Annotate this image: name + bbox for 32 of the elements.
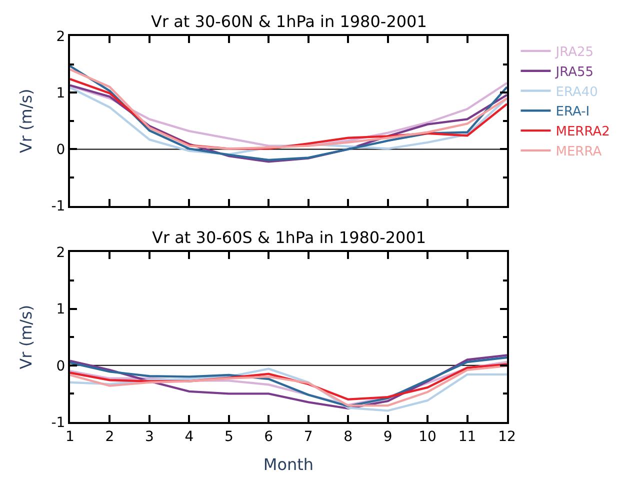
y-tick-label: 0: [56, 358, 66, 374]
line-series: [70, 64, 507, 162]
y-axis-title: Vr (m/s): [16, 88, 36, 154]
y-axis-title: Vr (m/s): [16, 304, 36, 370]
x-tick-label: 2: [105, 428, 114, 445]
x-tick-label: 7: [304, 428, 313, 445]
legend-label: MERRA: [556, 144, 602, 160]
y-tick-label: 2: [56, 245, 66, 262]
line-series: [70, 363, 507, 400]
y-tick-label: 1: [56, 302, 66, 318]
x-tick-label: 12: [498, 428, 516, 445]
chart-title: Vr at 30-60N & 1hPa in 1980-2001: [151, 12, 427, 31]
x-tick-label: 4: [184, 428, 194, 445]
x-axis-title: Month: [263, 455, 314, 474]
legend-label: JRA55: [554, 64, 594, 80]
y-tick-label: 0: [56, 142, 66, 158]
legend-label: JRA25: [554, 45, 594, 60]
x-tick-label: 6: [264, 428, 274, 445]
y-tick-label: 1: [56, 86, 66, 102]
y-tick-label: 2: [56, 28, 66, 45]
x-tick-label: 8: [344, 428, 353, 445]
legend-label: MERRA2: [556, 124, 610, 140]
x-tick-label: 9: [383, 428, 392, 445]
legend-label: ERA-I: [556, 104, 590, 120]
x-tick-label: 11: [458, 428, 476, 445]
chart-title: Vr at 30-60S & 1hPa in 1980-2001: [152, 228, 426, 247]
legend-label: ERA40: [556, 84, 598, 100]
x-tick-label: 3: [144, 428, 154, 445]
x-tick-label: 5: [224, 428, 234, 445]
y-tick-label: -1: [51, 198, 66, 215]
x-tick-label: 10: [418, 428, 436, 445]
y-tick-label: -1: [51, 414, 66, 431]
